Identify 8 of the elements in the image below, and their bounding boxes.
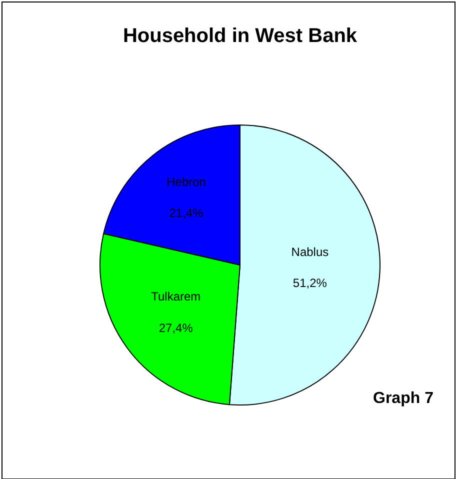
data-label: 51,2%: [292, 276, 328, 290]
chart-title: Household in West Bank: [122, 25, 358, 47]
data-label: 21,4%: [169, 206, 204, 220]
slice-label: Hebron: [166, 174, 206, 189]
data-label: 27,4%: [158, 320, 194, 335]
slice-label: Nablus: [291, 245, 329, 260]
slice-label: Tulkarem: [151, 290, 201, 304]
caption: Graph 7: [373, 390, 434, 407]
